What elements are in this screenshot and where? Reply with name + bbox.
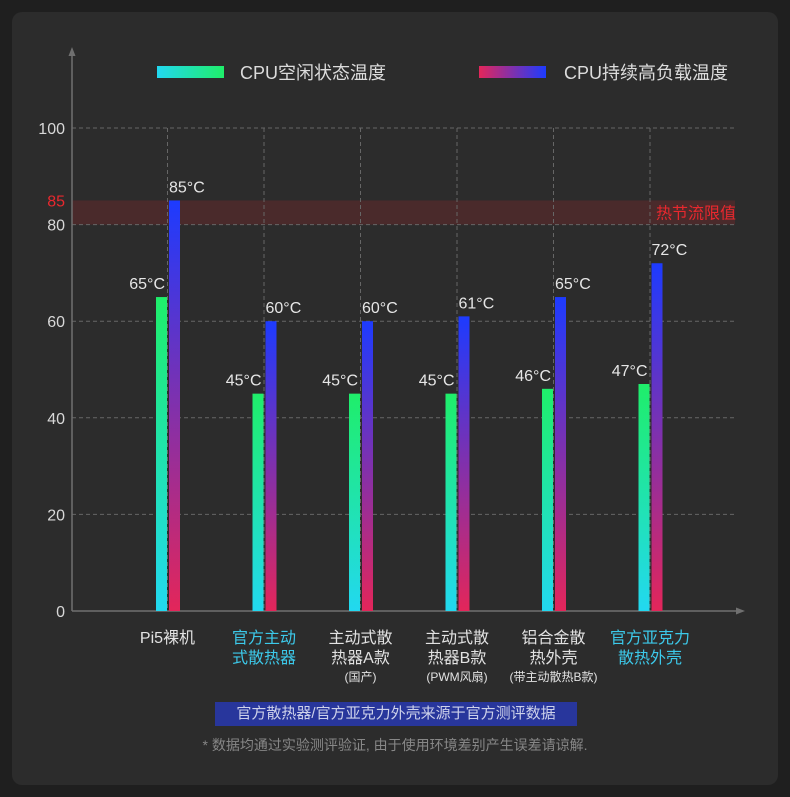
data-label-value: 45 bbox=[226, 373, 244, 390]
data-label-unit: °C bbox=[533, 368, 551, 385]
data-label-idle: 65°C bbox=[129, 276, 165, 293]
data-label-load: 61°C bbox=[459, 295, 495, 312]
data-label-unit: °C bbox=[476, 295, 494, 312]
data-label-unit: °C bbox=[283, 300, 301, 317]
data-label-value: 46 bbox=[515, 368, 533, 385]
data-label-value: 72 bbox=[652, 242, 670, 259]
data-label-unit: °C bbox=[340, 373, 358, 390]
legend-swatch-idle bbox=[157, 66, 224, 78]
bar-load bbox=[651, 263, 663, 611]
data-label-unit: °C bbox=[187, 179, 205, 196]
data-label-value: 47 bbox=[612, 363, 630, 380]
y-tick-label: 0 bbox=[56, 604, 65, 621]
bar-load bbox=[169, 200, 180, 611]
y-axis-arrow bbox=[68, 47, 76, 56]
data-label-value: 60 bbox=[266, 300, 284, 317]
category-label: 官方亚克力 bbox=[610, 629, 690, 647]
category-label: 热器B款 bbox=[428, 649, 487, 667]
bar-idle bbox=[542, 388, 553, 611]
data-label-load: 60°C bbox=[266, 300, 302, 317]
threshold-label: 热节流限值 bbox=[656, 205, 736, 223]
category-note: (国产) bbox=[345, 670, 377, 684]
data-label-load: 65°C bbox=[555, 276, 591, 293]
category-note: (PWM风扇) bbox=[426, 669, 487, 684]
data-label-value: 65 bbox=[555, 276, 573, 293]
category-label: 热外壳 bbox=[529, 649, 577, 667]
category-label: 主动式散 bbox=[328, 629, 392, 647]
data-label-value: 45 bbox=[322, 373, 340, 390]
bar-idle bbox=[252, 393, 264, 611]
bar-load bbox=[362, 321, 373, 611]
data-label-unit: °C bbox=[573, 276, 591, 293]
legend-label-idle: CPU空闲状态温度 bbox=[240, 63, 387, 83]
legend-swatch-load bbox=[479, 66, 546, 78]
data-label-value: 45 bbox=[419, 373, 437, 390]
data-label-idle: 45°C bbox=[419, 373, 455, 390]
data-label-value: 85 bbox=[169, 179, 187, 196]
y-tick-label: 20 bbox=[47, 507, 65, 524]
bar-load bbox=[458, 316, 470, 611]
category-label: 官方主动 bbox=[232, 629, 296, 647]
source-note: 官方散热器/官方亚克力外壳来源于官方测评数据 bbox=[215, 702, 577, 726]
data-label-idle: 45°C bbox=[226, 373, 262, 390]
threshold-tick-label: 85 bbox=[47, 193, 65, 210]
y-tick-label: 80 bbox=[47, 218, 65, 235]
data-label-unit: °C bbox=[630, 363, 648, 380]
y-tick-label: 100 bbox=[38, 121, 65, 138]
data-label-value: 60 bbox=[362, 300, 380, 317]
data-label-unit: °C bbox=[244, 373, 262, 390]
bar-idle bbox=[445, 393, 457, 611]
bar-load bbox=[265, 321, 277, 611]
x-axis-arrow bbox=[736, 607, 745, 615]
data-label-value: 61 bbox=[459, 295, 477, 312]
category-label: 主动式散 bbox=[425, 629, 489, 647]
category-label: 散热外壳 bbox=[618, 649, 682, 667]
y-tick-label: 40 bbox=[47, 411, 65, 428]
disclaimer-note: * 数据均通过实验测评验证, 由于使用环境差别产生误差请谅解. bbox=[202, 737, 588, 753]
data-label-load: 60°C bbox=[362, 300, 398, 317]
bar-idle bbox=[349, 393, 360, 611]
category-label: 铝合金散 bbox=[521, 629, 585, 647]
bar-idle bbox=[638, 383, 650, 611]
data-label-unit: °C bbox=[437, 373, 455, 390]
data-label-load: 72°C bbox=[652, 242, 688, 259]
data-label-unit: °C bbox=[380, 300, 398, 317]
data-label-unit: °C bbox=[147, 276, 165, 293]
data-label-unit: °C bbox=[669, 242, 687, 259]
bar-load bbox=[555, 297, 566, 611]
bar-idle bbox=[156, 297, 167, 611]
data-label-value: 65 bbox=[129, 276, 147, 293]
data-label-idle: 47°C bbox=[612, 363, 648, 380]
data-label-load: 85°C bbox=[169, 179, 205, 196]
chart-card bbox=[12, 12, 778, 785]
category-note: (带主动散热B款) bbox=[510, 669, 598, 684]
category-label: 式散热器 bbox=[232, 649, 296, 667]
legend-label-load: CPU持续高负载温度 bbox=[564, 63, 729, 83]
data-label-idle: 45°C bbox=[322, 373, 358, 390]
threshold-band bbox=[72, 200, 735, 225]
data-label-idle: 46°C bbox=[515, 368, 551, 385]
category-label: 热器A款 bbox=[331, 649, 390, 667]
category-label: Pi5裸机 bbox=[140, 629, 195, 647]
y-tick-label: 60 bbox=[47, 314, 65, 331]
